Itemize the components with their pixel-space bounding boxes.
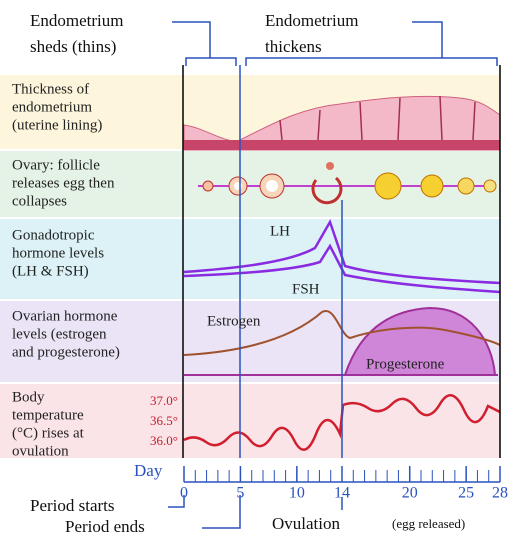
temp-scale-label: 36.5° xyxy=(150,413,178,428)
day-label: 28 xyxy=(492,485,508,502)
temp-scale-label: 37.0° xyxy=(150,393,178,408)
row-label: Body xyxy=(12,389,45,405)
row-label: collapses xyxy=(12,193,67,209)
header-text: thickens xyxy=(265,37,322,56)
day-label: 10 xyxy=(289,485,305,502)
day-label: 14 xyxy=(334,485,350,502)
row-label: Ovary: follicle xyxy=(12,157,100,173)
header-text: Endometrium xyxy=(265,11,358,30)
row-label: endometrium xyxy=(12,99,92,115)
event-note: (egg released) xyxy=(392,516,465,531)
row-label: levels (estrogen xyxy=(12,326,107,342)
endometrium-base xyxy=(184,140,500,150)
row-label: Ovarian hormone xyxy=(12,308,118,324)
row-label: Gonadotropic xyxy=(12,227,95,243)
day-label: 0 xyxy=(180,485,188,502)
row-label: hormone levels xyxy=(12,245,104,261)
day-label: 25 xyxy=(458,485,474,502)
curve-label: LH xyxy=(270,223,290,239)
day-label: 20 xyxy=(402,485,418,502)
row-label: (°C) rises at xyxy=(12,425,85,441)
event-label: Ovulation xyxy=(272,514,340,533)
header-text: sheds (thins) xyxy=(30,37,116,56)
curve-label: Progesterone xyxy=(366,356,445,372)
row-label: temperature xyxy=(12,407,84,423)
shed-bracket xyxy=(172,22,236,66)
curve-label: Estrogen xyxy=(207,313,261,329)
header-text: Endometrium xyxy=(30,11,123,30)
axis-title: Day xyxy=(134,461,163,480)
row-label: ovulation xyxy=(12,443,69,459)
row-label: and progesterone) xyxy=(12,344,120,360)
event-label: Period ends xyxy=(65,517,145,536)
temp-scale-label: 36.0° xyxy=(150,433,178,448)
event-label: Period starts xyxy=(30,496,115,515)
row-label: (uterine lining) xyxy=(12,117,102,133)
row-label: releases egg then xyxy=(12,175,115,191)
diagram: Endometrium sheds (thins) Endometrium thick… xyxy=(0,0,512,541)
period-end-pointer xyxy=(202,495,240,528)
row-label: (LH & FSH) xyxy=(12,263,89,279)
row-label: Thickness of xyxy=(12,81,89,97)
curve-label: FSH xyxy=(292,281,320,297)
day-label: 5 xyxy=(236,485,244,502)
